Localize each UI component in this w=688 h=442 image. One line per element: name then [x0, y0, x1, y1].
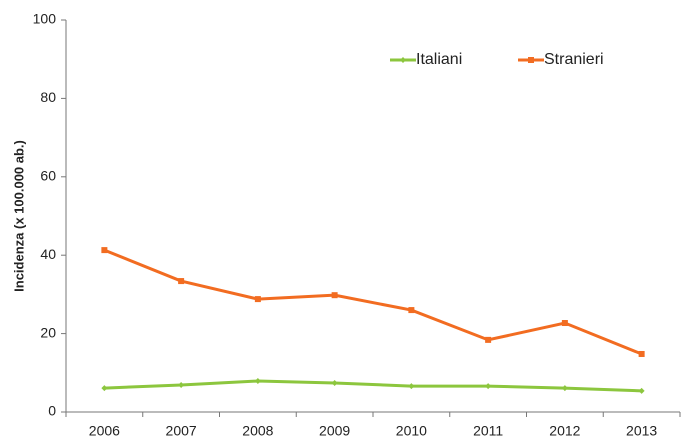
y-tick-label: 80: [40, 89, 56, 105]
point: [331, 292, 338, 299]
series-line: [104, 379, 642, 393]
x-tick-label: 2006: [89, 423, 120, 437]
legend-marker: [528, 57, 534, 63]
point: [101, 385, 108, 392]
point: [254, 296, 261, 303]
y-tick-label: 20: [40, 324, 56, 340]
point: [408, 307, 415, 314]
point: [101, 247, 108, 254]
point: [561, 320, 568, 327]
x-tick-label: 2013: [626, 423, 657, 437]
x-tick-label: 2008: [242, 423, 273, 437]
y-tick-label: 40: [40, 246, 56, 262]
y-tick-label: 100: [33, 11, 57, 27]
legend-label: Stranieri: [544, 51, 604, 68]
x-tick-label: 2009: [319, 423, 350, 437]
point: [638, 387, 645, 394]
x-tick-label: 2011: [473, 423, 503, 437]
y-tick-label: 60: [40, 168, 56, 184]
point: [638, 350, 645, 357]
series-line: [103, 248, 643, 356]
point: [561, 385, 568, 392]
point: [178, 381, 185, 388]
point: [331, 379, 338, 386]
legend-label: Italiani: [416, 51, 462, 68]
point: [408, 383, 415, 390]
point: [485, 336, 492, 343]
y-tick-label: 0: [48, 403, 56, 419]
x-tick-label: 2012: [549, 423, 580, 437]
legend-marker: [400, 57, 406, 63]
point: [254, 378, 261, 385]
x-tick-label: 2010: [396, 423, 427, 437]
y-axis-label: Incidenza (x 100.000 ab.): [11, 140, 26, 292]
point: [178, 278, 185, 285]
point: [485, 383, 492, 390]
x-tick-label: 2007: [166, 423, 197, 437]
